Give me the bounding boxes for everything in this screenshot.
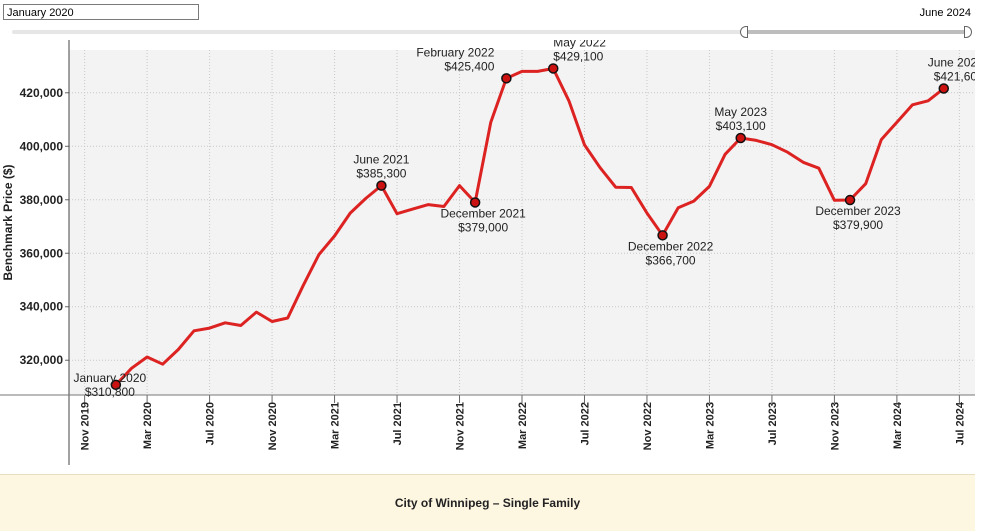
x-tick-label: Mar 2020: [142, 402, 154, 449]
annotation-price-label: $385,300: [356, 167, 406, 181]
x-tick-label: Jul 2022: [579, 402, 591, 445]
x-tick-label: Nov 2022: [642, 402, 654, 450]
footer-title: City of Winnipeg – Single Family: [394, 496, 581, 510]
start-date-field[interactable]: January 2020: [3, 4, 199, 20]
y-tick-label: 340,000: [20, 300, 64, 314]
annotation-marker[interactable]: [110, 379, 122, 391]
annotation-date-label: February 2022: [416, 45, 494, 59]
annotation-date-label: May 2023: [714, 105, 767, 119]
x-tick-label: Nov 2023: [829, 402, 841, 450]
y-tick-label: 380,000: [20, 193, 64, 207]
annotation-date-label: May 2022: [553, 40, 606, 49]
slider-start-handle[interactable]: [740, 26, 748, 38]
x-tick-label: Jul 2024: [954, 401, 966, 445]
annotation-marker[interactable]: [938, 83, 950, 94]
benchmark-price-chart: 320,000 340,000 360,000 380,000 400,000 420,0…: [0, 40, 975, 465]
annotation-price-label: $379,900: [833, 218, 883, 232]
y-tick-label: 400,000: [20, 139, 64, 153]
annotation-price-label: $403,100: [716, 119, 766, 133]
annotation-price-label: $421,600: [934, 70, 975, 84]
x-tick-label: Mar 2022: [517, 402, 529, 449]
annotation-date-label: December 2022: [628, 239, 714, 253]
annotation-marker[interactable]: [501, 73, 512, 84]
x-tick-label: Jul 2021: [392, 402, 404, 445]
annotation-date-label: June 2024: [928, 56, 975, 70]
slider-end-handle[interactable]: [964, 26, 972, 38]
chart-footer: City of Winnipeg – Single Family: [0, 474, 975, 531]
x-tick-label: Nov 2019: [80, 402, 92, 450]
annotation-price-label: $310,800: [85, 385, 135, 399]
annotation-date-label: December 2021: [440, 206, 526, 220]
x-tick-label: Mar 2023: [704, 402, 716, 449]
y-tick-label: 320,000: [20, 353, 64, 367]
annotation-price-label: $379,000: [458, 220, 508, 234]
end-date-label: June 2024: [919, 7, 971, 19]
annotation-marker[interactable]: [735, 132, 746, 144]
annotation-price-label: $366,700: [646, 253, 696, 267]
annotation-price-label: $425,400: [444, 59, 494, 73]
annotation-marker[interactable]: [844, 194, 856, 206]
annotation-date-label: December 2023: [815, 204, 901, 218]
x-tick-label: Jul 2023: [767, 402, 779, 445]
y-tick-label: 420,000: [20, 86, 64, 100]
x-tick-label: Nov 2020: [267, 402, 279, 450]
annotation-marker[interactable]: [469, 197, 481, 208]
x-tick-label: Mar 2024: [892, 401, 904, 449]
annotation-date-label: January 2020: [73, 371, 146, 385]
date-range-slider-track[interactable]: [12, 30, 972, 34]
y-tick-label: 360,000: [20, 246, 64, 260]
annotation-marker[interactable]: [547, 63, 559, 74]
price-series-line: [114, 67, 946, 387]
x-tick-label: Jul 2020: [205, 402, 217, 445]
y-axis-label: Benchmark Price ($): [1, 164, 15, 280]
x-tick-label: Mar 2021: [330, 402, 342, 449]
annotation-marker[interactable]: [657, 230, 668, 241]
annotation-marker[interactable]: [376, 180, 387, 191]
date-range-slider-selection: [744, 30, 968, 34]
annotation-date-label: June 2021: [353, 153, 409, 167]
annotation-price-label: $429,100: [553, 49, 603, 63]
x-tick-label: Nov 2021: [455, 402, 467, 450]
